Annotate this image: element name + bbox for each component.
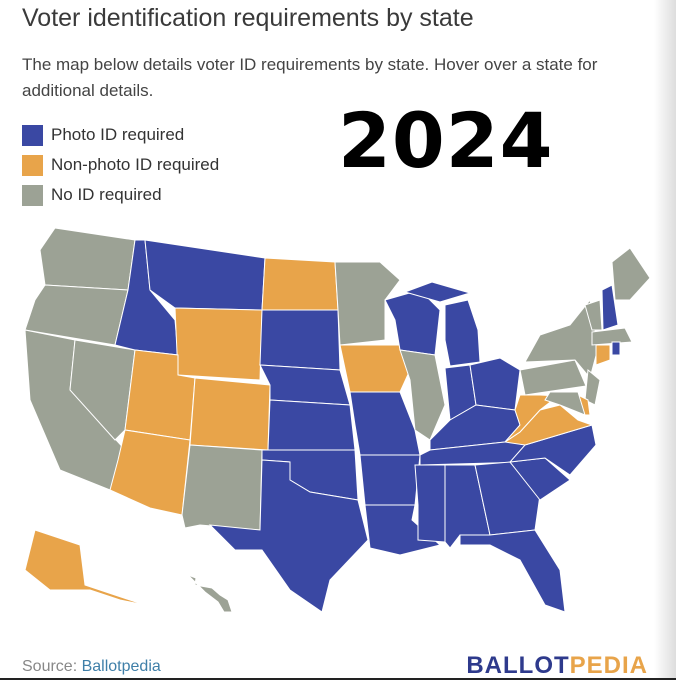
- state-md[interactable]: [544, 391, 586, 416]
- bottom-border: [0, 678, 676, 680]
- state-hi[interactable]: [187, 574, 233, 613]
- year-overlay: 2024: [338, 96, 554, 185]
- page-title: Voter identification requirements by sta…: [22, 4, 474, 32]
- state-mi[interactable]: [403, 281, 472, 303]
- source-note: Source: Ballotpedia: [22, 658, 161, 676]
- state-ne[interactable]: [259, 364, 351, 406]
- state-co[interactable]: [189, 377, 271, 451]
- state-mo[interactable]: [349, 391, 421, 456]
- state-ct[interactable]: [595, 344, 611, 366]
- source-label: Source:: [22, 658, 82, 675]
- state-ms[interactable]: [414, 464, 446, 543]
- legend-label: Photo ID required: [51, 125, 185, 144]
- state-az[interactable]: [109, 429, 191, 516]
- legend-item-photo: Photo ID required: [22, 120, 219, 150]
- state-nh[interactable]: [601, 284, 619, 331]
- state-ak[interactable]: [24, 529, 146, 606]
- state-ma[interactable]: [591, 327, 633, 346]
- logo-part1: BALLOT: [466, 652, 570, 679]
- legend-swatch: [22, 154, 43, 176]
- state-ga[interactable]: [474, 461, 541, 536]
- state-or[interactable]: [24, 284, 129, 346]
- state-mn[interactable]: [334, 261, 401, 346]
- state-tx[interactable]: [208, 459, 369, 613]
- legend-item-none: No ID required: [22, 180, 219, 210]
- state-la[interactable]: [364, 504, 442, 556]
- state-oh[interactable]: [469, 357, 521, 411]
- legend-label: No ID required: [51, 185, 162, 204]
- state-ri[interactable]: [611, 341, 621, 356]
- logo-part2: PEDIA: [569, 652, 648, 679]
- state-nv[interactable]: [69, 339, 136, 441]
- state-ks[interactable]: [267, 399, 356, 451]
- state-fl[interactable]: [459, 529, 566, 613]
- source-link[interactable]: Ballotpedia: [81, 658, 161, 675]
- legend-swatch: [22, 124, 43, 146]
- state-pa[interactable]: [519, 359, 587, 396]
- state-ar[interactable]: [359, 454, 421, 506]
- state-vt[interactable]: [584, 299, 603, 331]
- state-nd[interactable]: [261, 257, 339, 311]
- state-nj[interactable]: [584, 369, 601, 406]
- state-nm[interactable]: [181, 444, 263, 531]
- page-edge-shadow: [654, 0, 676, 680]
- state-wa[interactable]: [39, 227, 136, 291]
- ballotpedia-logo: BALLOTPEDIA: [466, 652, 648, 680]
- legend-item-nonphoto: Non-photo ID required: [22, 150, 219, 180]
- state-mt[interactable]: [144, 239, 266, 311]
- state-wy[interactable]: [174, 307, 263, 381]
- state-me[interactable]: [611, 247, 651, 301]
- legend-label: Non-photo ID required: [51, 155, 220, 174]
- page-subtitle: The map below details voter ID requireme…: [22, 55, 598, 100]
- state-sd[interactable]: [259, 309, 341, 371]
- state-ia[interactable]: [339, 344, 411, 393]
- legend-swatch: [22, 184, 43, 206]
- state-mi[interactable]: [444, 299, 481, 367]
- legend: Photo ID required Non-photo ID required …: [22, 120, 219, 210]
